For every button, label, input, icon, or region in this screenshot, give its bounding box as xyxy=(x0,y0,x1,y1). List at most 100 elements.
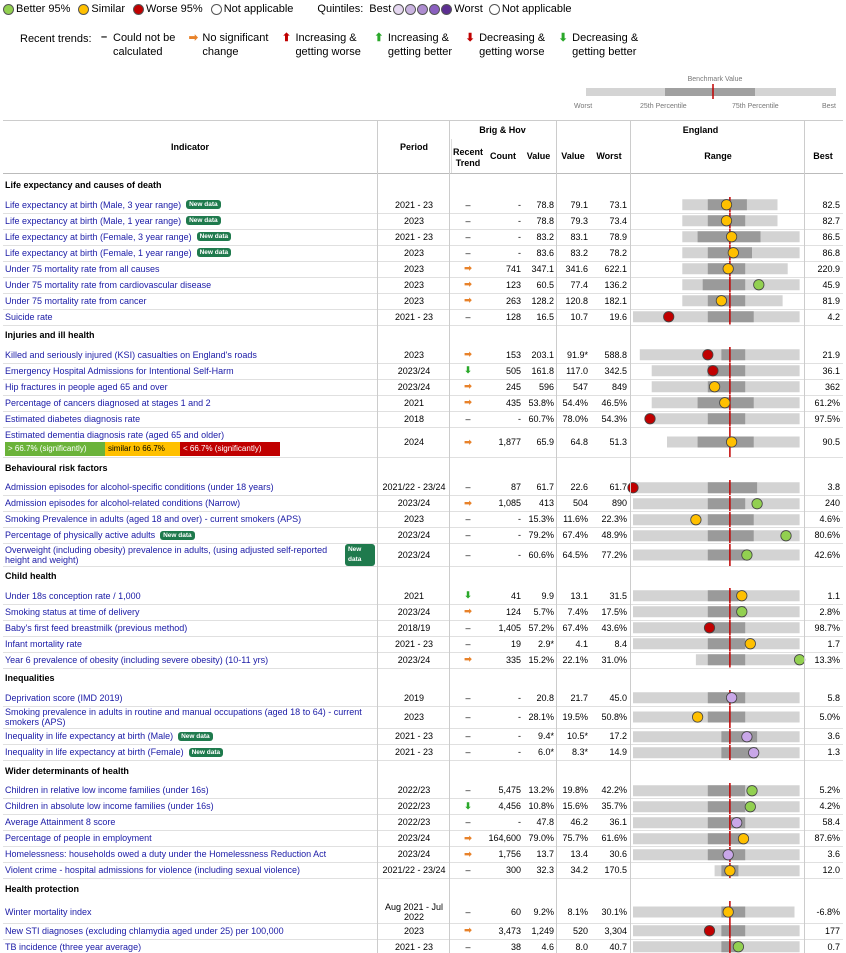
indicator-link[interactable]: Inequality in life expectancy at birth (… xyxy=(5,745,375,761)
area-value-marker[interactable] xyxy=(722,848,734,860)
indicator-name[interactable]: Year 6 prevalence of obesity (including … xyxy=(5,654,269,665)
area-value-marker[interactable] xyxy=(722,905,734,918)
indicator-name[interactable]: Admission episodes for alcohol-specific … xyxy=(5,482,274,493)
area-value-marker[interactable] xyxy=(780,529,792,541)
area-value-marker[interactable] xyxy=(736,590,748,602)
indicator-link[interactable]: Hip fractures in people aged 65 and over xyxy=(5,379,375,395)
indicator-link[interactable]: Estimated dementia diagnosis rate (aged … xyxy=(5,427,375,442)
indicator-name[interactable]: Killed and seriously injured (KSI) casua… xyxy=(5,349,257,360)
indicator-name[interactable]: Estimated dementia diagnosis rate (aged … xyxy=(5,429,225,440)
indicator-name[interactable]: Suicide rate xyxy=(5,311,53,322)
indicator-name[interactable]: Life expectancy at birth (Female, 3 year… xyxy=(5,231,192,242)
indicator-link[interactable]: Percentage of physically active adults Ne… xyxy=(5,528,375,544)
indicator-name[interactable]: Percentage of people in employment xyxy=(5,833,152,844)
indicator-link[interactable]: Emergency Hospital Admissions for Intent… xyxy=(5,363,375,379)
area-value-marker[interactable] xyxy=(708,381,721,393)
indicator-link[interactable]: Under 75 mortality rate from cancer xyxy=(5,293,375,309)
indicator-name[interactable]: Under 18s conception rate / 1,000 xyxy=(5,590,141,601)
area-value-marker[interactable] xyxy=(737,832,750,844)
indicator-name[interactable]: Children in relative low income families… xyxy=(5,785,209,796)
indicator-name[interactable]: Percentage of physically active adults xyxy=(5,530,156,541)
indicator-link[interactable]: Children in relative low income families… xyxy=(5,783,375,799)
indicator-name[interactable]: Homelessness: households owed a duty und… xyxy=(5,849,327,860)
indicator-link[interactable]: Admission episodes for alcohol-related c… xyxy=(5,496,375,512)
area-value-marker[interactable] xyxy=(719,397,731,409)
area-value-marker[interactable] xyxy=(744,638,756,650)
indicator-name[interactable]: Emergency Hospital Admissions for Intent… xyxy=(5,365,234,376)
area-value-marker[interactable] xyxy=(725,692,738,704)
area-value-marker[interactable] xyxy=(715,295,728,307)
indicator-name[interactable]: Inequality in life expectancy at birth (… xyxy=(5,747,184,758)
indicator-link[interactable]: Deprivation score (IMD 2019) xyxy=(5,690,375,706)
area-value-marker[interactable] xyxy=(744,800,756,812)
indicator-link[interactable]: Life expectancy at birth (Female, 3 year… xyxy=(5,229,375,245)
indicator-link[interactable]: Infant mortality rate xyxy=(5,636,375,652)
indicator-name[interactable]: Deprivation score (IMD 2019) xyxy=(5,692,123,703)
area-value-marker[interactable] xyxy=(746,784,758,796)
area-value-marker[interactable] xyxy=(702,349,714,361)
indicator-link[interactable]: Life expectancy at birth (Female, 1 year… xyxy=(5,245,375,261)
indicator-link[interactable]: Smoking prevalence in adults in routine … xyxy=(5,706,375,728)
indicator-link[interactable]: Killed and seriously injured (KSI) casua… xyxy=(5,347,375,363)
indicator-link[interactable]: Children in absolute low income families… xyxy=(5,799,375,815)
indicator-name[interactable]: Winter mortality index xyxy=(5,906,92,917)
indicator-link[interactable]: Under 18s conception rate / 1,000 xyxy=(5,588,375,604)
indicator-name[interactable]: Smoking status at time of delivery xyxy=(5,606,140,617)
indicator-name[interactable]: Life expectancy at birth (Male, 1 year r… xyxy=(5,215,182,226)
indicator-link[interactable]: Homelessness: households owed a duty und… xyxy=(5,847,375,863)
area-value-marker[interactable] xyxy=(727,247,739,259)
indicator-link[interactable]: Life expectancy at birth (Male, 3 year r… xyxy=(5,197,375,213)
indicator-name[interactable]: Violent crime - hospital admissions for … xyxy=(5,865,300,876)
area-value-marker[interactable] xyxy=(722,263,734,275)
indicator-name[interactable]: Inequality in life expectancy at birth (… xyxy=(5,731,174,742)
indicator-link[interactable]: New STI diagnoses (excluding chlamydia a… xyxy=(5,923,375,939)
indicator-name[interactable]: Admission episodes for alcohol-related c… xyxy=(5,498,241,509)
indicator-name[interactable]: Children in absolute low income families… xyxy=(5,801,214,812)
indicator-link[interactable]: Winter mortality index xyxy=(5,901,375,923)
indicator-link[interactable]: Under 75 mortality rate from cardiovascu… xyxy=(5,277,375,293)
indicator-link[interactable]: Average Attainment 8 score xyxy=(5,815,375,831)
indicator-name[interactable]: Smoking prevalence in adults in routine … xyxy=(5,707,362,727)
area-value-marker[interactable] xyxy=(732,941,745,953)
indicator-name[interactable]: New STI diagnoses (excluding chlamydia a… xyxy=(5,925,284,936)
indicator-name[interactable]: Under 75 mortality rate from all causes xyxy=(5,263,160,274)
indicator-name[interactable]: Under 75 mortality rate from cardiovascu… xyxy=(5,279,212,290)
indicator-name[interactable]: Baby's first feed breastmilk (previous m… xyxy=(5,622,188,633)
indicator-link[interactable]: Year 6 prevalence of obesity (including … xyxy=(5,652,375,668)
indicator-name[interactable]: Percentage of cancers diagnosed at stage… xyxy=(5,397,211,408)
indicator-link[interactable]: Overweight (including obesity) prevalenc… xyxy=(5,543,375,566)
indicator-name[interactable]: Overweight (including obesity) prevalenc… xyxy=(5,544,328,565)
area-value-marker[interactable] xyxy=(690,513,702,525)
area-value-marker[interactable] xyxy=(691,711,704,723)
indicator-link[interactable]: Suicide rate xyxy=(5,309,375,325)
area-value-marker[interactable] xyxy=(703,925,716,937)
area-value-marker[interactable] xyxy=(725,231,738,243)
indicator-link[interactable]: Smoking status at time of delivery xyxy=(5,604,375,620)
area-value-marker[interactable] xyxy=(736,606,748,618)
indicator-link[interactable]: Life expectancy at birth (Male, 1 year r… xyxy=(5,213,375,229)
indicator-link[interactable]: Admission episodes for alcohol-specific … xyxy=(5,480,375,496)
area-value-marker[interactable] xyxy=(724,864,736,876)
indicator-link[interactable]: Estimated diabetes diagnosis rate xyxy=(5,411,375,427)
indicator-link[interactable]: Under 75 mortality rate from all causes xyxy=(5,261,375,277)
indicator-link[interactable]: Percentage of people in employment xyxy=(5,831,375,847)
area-value-marker[interactable] xyxy=(720,199,733,211)
area-value-marker[interactable] xyxy=(725,436,738,448)
area-value-marker[interactable] xyxy=(720,215,733,227)
indicator-name[interactable]: Estimated diabetes diagnosis rate xyxy=(5,413,141,424)
indicator-link[interactable]: Inequality in life expectancy at birth (… xyxy=(5,729,375,745)
area-value-marker[interactable] xyxy=(644,413,656,425)
indicator-name[interactable]: Hip fractures in people aged 65 and over xyxy=(5,381,168,392)
indicator-name[interactable]: TB incidence (three year average) xyxy=(5,941,142,952)
area-value-marker[interactable] xyxy=(741,730,753,742)
indicator-link[interactable]: TB incidence (three year average) xyxy=(5,939,375,953)
area-value-marker[interactable] xyxy=(731,816,743,828)
area-value-marker[interactable] xyxy=(753,279,765,291)
indicator-link[interactable]: Baby's first feed breastmilk (previous m… xyxy=(5,620,375,636)
indicator-name[interactable]: Average Attainment 8 score xyxy=(5,817,116,828)
area-value-marker[interactable] xyxy=(703,622,716,634)
indicator-link[interactable]: Percentage of cancers diagnosed at stage… xyxy=(5,395,375,411)
indicator-link[interactable]: Violent crime - hospital admissions for … xyxy=(5,863,375,879)
area-value-marker[interactable] xyxy=(707,365,719,377)
indicator-link[interactable]: Smoking Prevalence in adults (aged 18 an… xyxy=(5,512,375,528)
